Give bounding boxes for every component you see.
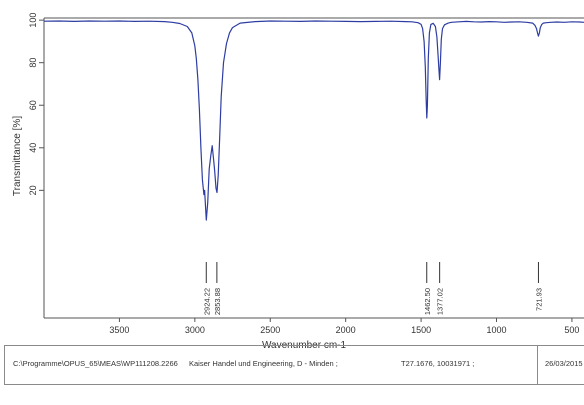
y-tick-label: 40 — [28, 143, 38, 153]
footer-date: 26/03/2015 — [545, 359, 583, 368]
footer-file-path: C:\Programme\OPUS_65\MEAS\WP111208.2266 — [13, 359, 178, 368]
x-tick-label: 2000 — [336, 325, 356, 335]
x-tick-label: 1500 — [411, 325, 431, 335]
peak-label: 2853.88 — [213, 288, 222, 315]
footer-company: Kaiser Handel und Engineering, D - Minde… — [189, 359, 338, 368]
x-tick-label: 500 — [564, 325, 579, 335]
y-tick-label: 60 — [28, 100, 38, 110]
peak-label: 2924.22 — [202, 288, 211, 315]
x-tick-label: 1000 — [486, 325, 506, 335]
spectrum-line — [44, 21, 584, 220]
y-axis-label: Transmittance [%] — [12, 116, 23, 196]
peak-label: 1377.02 — [436, 288, 445, 315]
x-tick-label: 3000 — [185, 325, 205, 335]
y-tick-label: 20 — [28, 185, 38, 195]
peak-label: 721.93 — [534, 288, 543, 311]
peak-label: 1462.50 — [423, 288, 432, 315]
footer-code: T27.1676, 10031971 ; — [401, 359, 474, 368]
y-tick-label: 80 — [28, 58, 38, 68]
plot-area: 20 40 60 80 100 3500 3000 2500 2000 1500 1000 500 29… — [28, 13, 584, 335]
x-tick-label: 3500 — [109, 325, 129, 335]
footer-divider — [537, 346, 538, 384]
x-tick-label: 2500 — [260, 325, 280, 335]
footer-info-bar: C:\Programme\OPUS_65\MEAS\WP111208.2266 … — [4, 345, 584, 385]
y-tick-label: 100 — [28, 13, 38, 28]
